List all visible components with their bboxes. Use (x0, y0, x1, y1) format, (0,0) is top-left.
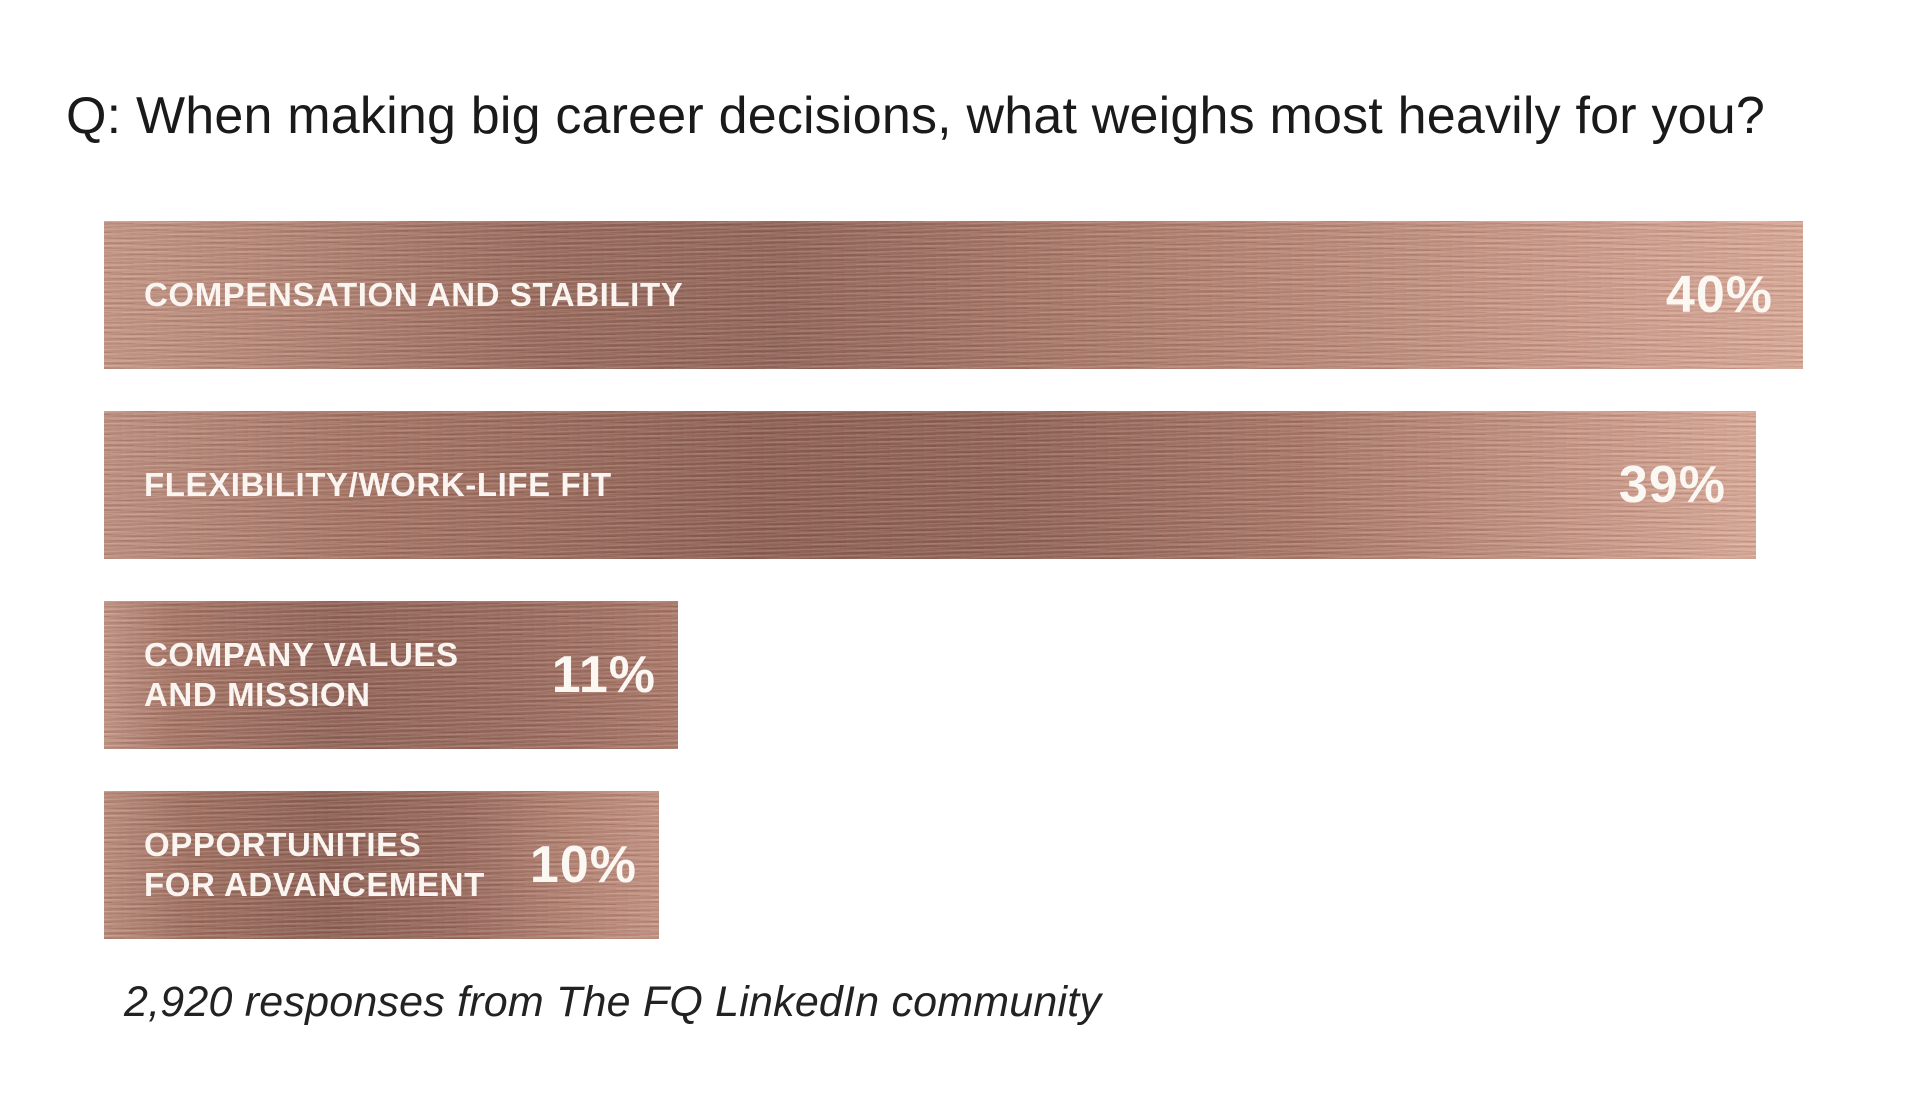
bar-label-flexibility-work-life-fit: FLEXIBILITY/WORK-LIFE FIT (144, 466, 612, 504)
bar-compensation-and-stability: COMPENSATION AND STABILITY 40% (104, 221, 1803, 369)
footnote-response-count: 2,920 responses from The FQ LinkedIn com… (124, 978, 1102, 1026)
bar-company-values-and-mission: COMPANY VALUES AND MISSION 11% (104, 601, 678, 749)
bar-label-compensation-and-stability: COMPENSATION AND STABILITY (144, 276, 684, 314)
bar-value-compensation-and-stability: 40% (1665, 266, 1773, 324)
bar-value-company-values-and-mission: 11% (551, 646, 656, 704)
bar-value-opportunities-for-advancement: 10% (529, 836, 637, 894)
bar-opportunities-for-advancement: OPPORTUNITIES FOR ADVANCEMENT 10% (104, 791, 659, 939)
bar-value-flexibility-work-life-fit: 39% (1618, 456, 1726, 514)
bar-label-company-values-and-mission: COMPANY VALUES AND MISSION (144, 636, 459, 713)
bar-label-opportunities-for-advancement: OPPORTUNITIES FOR ADVANCEMENT (144, 826, 485, 903)
chart-title: Q: When making big career decisions, wha… (66, 87, 1765, 145)
bar-chart: COMPENSATION AND STABILITY 40% FLEXIBILI… (104, 221, 1803, 981)
bar-flexibility-work-life-fit: FLEXIBILITY/WORK-LIFE FIT 39% (104, 411, 1756, 559)
